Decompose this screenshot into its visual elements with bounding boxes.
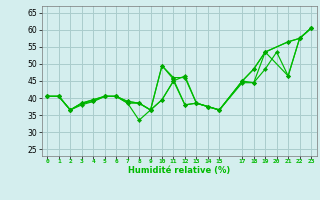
X-axis label: Humidité relative (%): Humidité relative (%) <box>128 166 230 175</box>
